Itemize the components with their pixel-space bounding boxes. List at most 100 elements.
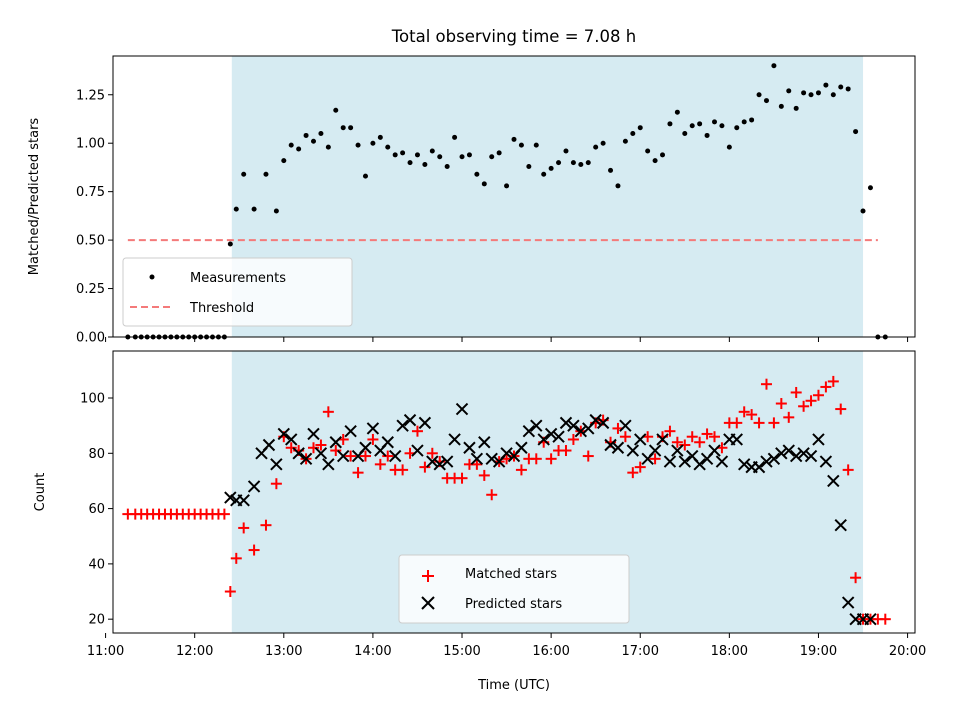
measurements-point: [778, 103, 784, 109]
predicted-stars-point: [656, 433, 669, 446]
predicted-stars-point: [237, 494, 250, 507]
measurements-point: [303, 132, 309, 138]
measurements-point: [719, 123, 725, 129]
predicted-stars-point: [455, 402, 469, 416]
matched-stars-point: [411, 425, 423, 437]
measurements-point: [325, 144, 331, 150]
matched-stars-point: [397, 464, 409, 476]
measurements-point: [227, 241, 233, 247]
x-tick-label: 11:00: [87, 644, 124, 659]
measurements-point: [786, 88, 792, 94]
x-tick-label: 15:00: [443, 644, 480, 659]
predicted-stars-point: [366, 422, 380, 435]
measurements-point: [682, 131, 688, 137]
x-axis-label: Time (UTC): [477, 678, 550, 693]
predicted-stars-point: [448, 433, 461, 446]
predicted-stars-point: [834, 518, 847, 532]
measurements-point: [637, 125, 643, 131]
y-tick-label: 1.25: [76, 88, 105, 103]
matched-stars-point: [530, 453, 542, 465]
predicted-stars-point: [715, 455, 729, 468]
predicted-stars-point: [307, 427, 320, 441]
measurements-point: [333, 107, 339, 113]
measurements-point: [838, 84, 844, 90]
measurements-point: [318, 131, 324, 137]
measurements-point: [578, 162, 584, 168]
matched-stars-point: [260, 519, 272, 531]
ratio-panel: 0.00 0.25 0.50 0.75 1.00 1.25 Matched/Predict…: [27, 55, 916, 346]
x-tick-label: 18:00: [711, 644, 748, 659]
predicted-stars-point: [463, 441, 476, 454]
figure-title: Total observing time = 7.08 h: [391, 27, 636, 46]
predicted-stars-point: [804, 449, 818, 463]
matched-stars-point: [701, 428, 713, 440]
measurements-point: [311, 138, 316, 144]
measurements-point: [570, 160, 576, 166]
measurements-point: [437, 154, 443, 160]
predicted-stars-point: [760, 455, 773, 468]
matched-stars-point: [812, 389, 824, 401]
measurements-point: [704, 132, 710, 138]
measurements-point: [429, 148, 435, 154]
measurements-point: [771, 63, 777, 69]
measurements-point: [593, 144, 599, 150]
predicted-stars-point: [596, 416, 610, 430]
predicted-stars-point: [619, 419, 632, 432]
measurements-point: [697, 121, 703, 127]
measurements-point: [808, 92, 814, 98]
predicted-stars-point: [433, 458, 446, 471]
legend-swatch-measurements: [149, 274, 155, 280]
measurements-point: [251, 206, 257, 212]
matched-stars-point: [835, 403, 847, 415]
predicted-stars-point: [671, 444, 684, 457]
measurements-point: [801, 90, 807, 96]
predicted-stars-point: [678, 455, 692, 468]
predicted-stars-point: [626, 444, 640, 457]
predicted-stars-point: [440, 455, 454, 468]
measurements-point: [815, 90, 821, 96]
measurements-point: [296, 146, 302, 152]
predicted-stars-point: [708, 444, 721, 457]
y-tick-label: 100: [80, 392, 105, 407]
matched-stars-point: [679, 439, 691, 451]
measurements-point: [867, 185, 873, 191]
predicted-stars-point: [322, 458, 335, 471]
matched-stars-point: [827, 375, 839, 387]
measurements-point: [348, 125, 354, 131]
x-tick-label: 19:00: [800, 644, 837, 659]
predicted-stars-point: [737, 458, 751, 471]
predicted-stars-point: [381, 436, 394, 449]
measurements-point: [241, 171, 247, 177]
matched-stars-point: [248, 544, 260, 556]
predicted-stars-point: [530, 419, 543, 432]
matched-stars-point: [760, 378, 772, 390]
matched-stars-point: [230, 552, 242, 564]
predicted-stars-point: [247, 480, 261, 493]
predicted-stars-point: [418, 416, 432, 430]
matched-stars-point: [352, 467, 364, 479]
predicted-stars-point: [485, 452, 498, 466]
count-panel: 20 40 60 80 100 Count 11:00 12:00 13:00 14:00 15…: [33, 350, 926, 659]
legend: Measurements Threshold: [122, 257, 353, 327]
y-tick-label: 60: [88, 502, 105, 517]
matched-stars-point: [285, 442, 297, 454]
predicted-stars-point: [730, 433, 743, 446]
predicted-stars-point: [782, 444, 795, 457]
measurements-point: [793, 105, 799, 111]
predicted-stars-point: [841, 596, 855, 609]
predicted-stars-point: [611, 441, 625, 454]
y-tick-label: 0.50: [76, 234, 105, 249]
measurements-point: [526, 163, 532, 169]
predicted-stars-point: [537, 433, 550, 446]
matched-stars-point: [238, 522, 250, 534]
predicted-stars-point: [388, 449, 402, 463]
predicted-stars-point: [663, 455, 677, 468]
y-axis-label-ratio: Matched/Predicted stars: [27, 118, 42, 276]
measurements-point: [756, 92, 762, 98]
predicted-stars-point: [314, 447, 328, 460]
y-tick-label: 0.00: [76, 331, 105, 346]
matched-stars-point: [374, 458, 386, 470]
measurements-point: [726, 144, 732, 150]
measurements-point: [563, 148, 569, 154]
